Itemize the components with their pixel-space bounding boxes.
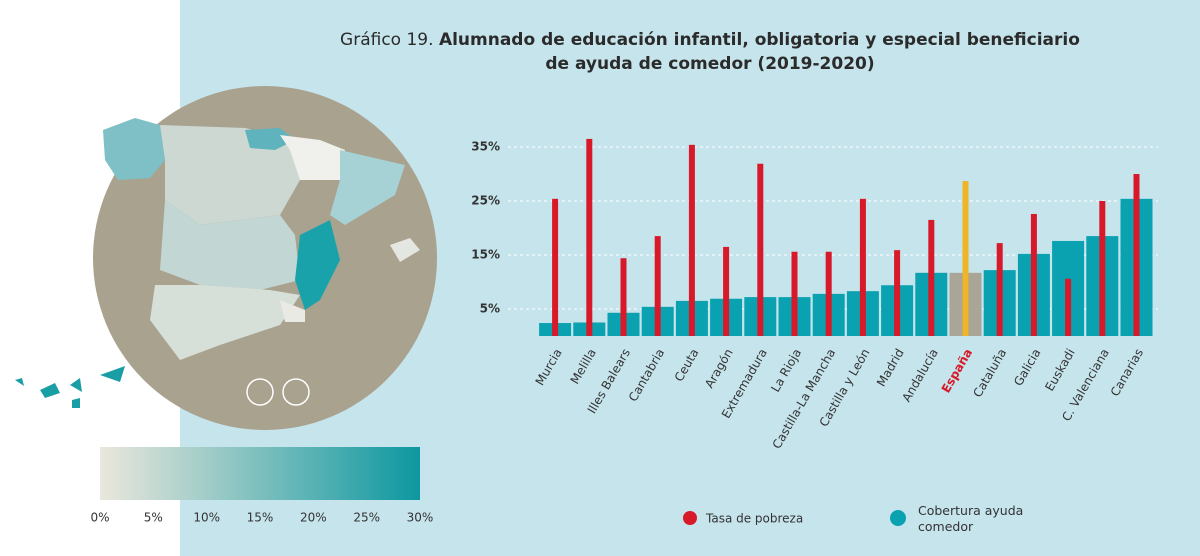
bar [620,258,627,336]
bar [688,144,695,336]
region [280,300,305,322]
legend-label: Cobertura ayuda comedor [918,503,1024,534]
region [245,128,295,150]
bar [1030,213,1037,336]
title-prefix: Gráfico 19. [340,30,434,50]
x-tick-label: Aragón [702,346,736,390]
region [160,125,300,225]
legend-marker [890,510,906,526]
region [15,366,125,408]
x-tick-label: Madrid [874,346,907,389]
bar [552,198,559,336]
colorbar-tick-label: 0% [90,511,109,525]
x-tick-label: Castilla-La Mancha [770,346,839,451]
region [150,285,300,360]
y-tick-label: 5% [480,302,500,316]
x-tick-label: Canarias [1108,346,1146,399]
colorbar [100,447,420,500]
bar [1133,174,1140,336]
icon [282,378,310,406]
icon [246,378,274,406]
region [280,135,345,180]
bar [586,138,593,336]
colorbar-tick-label: 25% [353,511,380,525]
colorbar-tick-label: 5% [144,511,163,525]
bar [723,246,730,336]
y-tick-label: 35% [471,140,500,154]
region [390,238,420,262]
bar [928,219,935,336]
bar [1099,201,1106,336]
map [15,86,437,430]
x-tick-label: España [939,346,975,395]
bar [825,251,832,336]
region [160,200,300,290]
colorbar-tick-label: 30% [407,511,434,525]
bar [1065,278,1072,336]
title-line: Alumnado de educación infantil, obligato… [438,30,1080,50]
x-tick-label: La Rioja [768,346,804,394]
x-tick-label: Ceuta [672,346,702,384]
chart-title: Gráfico 19. Alumnado de educación infant… [280,28,1140,76]
bar [996,243,1003,336]
title-line: de ayuda de comedor (2019-2020) [545,54,875,74]
bar [962,181,969,336]
colorbar-tick-label: 10% [193,511,220,525]
y-tick-label: 15% [471,248,500,262]
region [295,220,340,310]
region [103,118,165,180]
x-tick-label: Melilla [568,346,599,386]
bar [654,236,661,336]
x-tick-label: Cataluña [970,346,1009,400]
bar [791,251,798,336]
y-tick-label: 25% [471,194,500,208]
legend-marker [683,511,697,525]
bar [757,163,764,336]
bar [859,198,866,336]
bar [894,250,901,336]
x-tick-label: Galicia [1011,346,1043,388]
colorbar-tick-label: 15% [247,511,274,525]
legend-label: Tasa de pobreza [705,512,803,526]
region [330,150,405,225]
x-tick-label: Murcia [533,346,565,388]
x-tick-label: Euskadi [1042,346,1077,393]
colorbar-tick-label: 20% [300,511,327,525]
